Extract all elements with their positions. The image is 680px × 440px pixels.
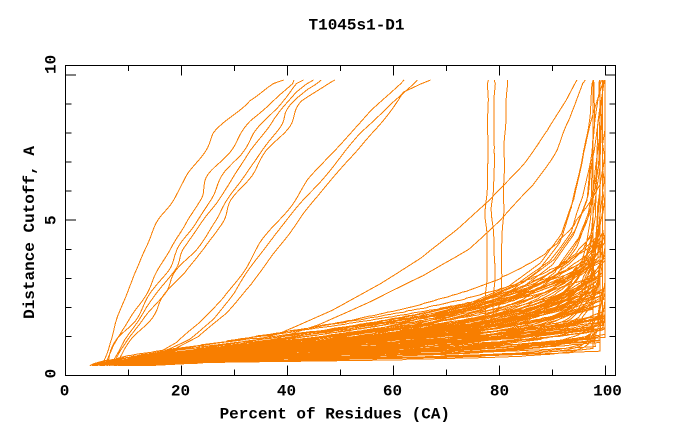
svg-text:60: 60 xyxy=(383,383,402,401)
svg-text:0: 0 xyxy=(43,369,61,379)
svg-text:5: 5 xyxy=(43,215,61,225)
svg-text:20: 20 xyxy=(171,383,190,401)
svg-text:T1045s1-D1: T1045s1-D1 xyxy=(308,17,404,35)
svg-text:80: 80 xyxy=(490,383,509,401)
svg-text:0: 0 xyxy=(60,383,70,401)
svg-text:40: 40 xyxy=(277,383,296,401)
svg-text:Percent of Residues (CA): Percent of Residues (CA) xyxy=(220,406,450,424)
svg-text:10: 10 xyxy=(43,55,61,74)
svg-text:100: 100 xyxy=(593,383,622,401)
svg-text:Distance Cutoff, A: Distance Cutoff, A xyxy=(21,146,39,319)
